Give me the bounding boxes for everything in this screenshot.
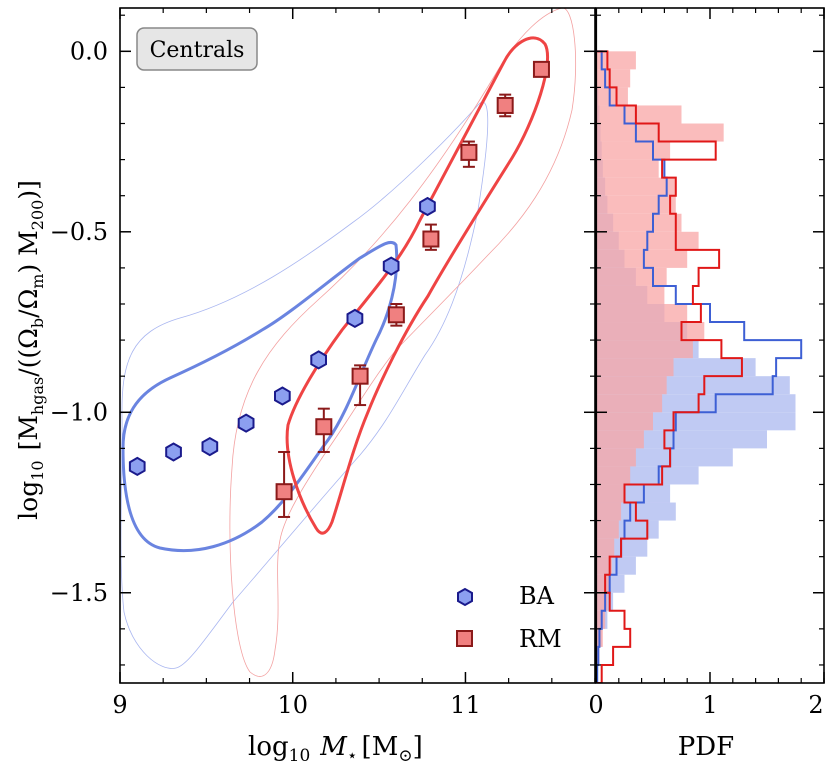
rm-filled-bar bbox=[596, 87, 628, 106]
rm-filled-bar bbox=[596, 430, 644, 449]
x-tick-label: 9 bbox=[112, 691, 127, 719]
svg-text:log10[Mhgas/((Ωb/Ωm) M200)]: log10[Mhgas/((Ωb/Ωm) M200)] bbox=[14, 180, 47, 520]
axes-frame bbox=[119, 7, 825, 684]
y-tick-label: −1.5 bbox=[50, 579, 108, 607]
rm-filled-bar bbox=[596, 520, 619, 539]
centrals-annotation: Centrals bbox=[136, 27, 258, 71]
rm-filled-bar bbox=[596, 303, 688, 323]
rm-filled-bar bbox=[596, 213, 682, 232]
pdf-tick-label: 1 bbox=[702, 691, 717, 719]
y-tick-label: −1.0 bbox=[50, 398, 108, 426]
rm-inner-contour bbox=[285, 36, 550, 535]
ba-point bbox=[201, 436, 219, 457]
axis-ticks bbox=[119, 8, 825, 683]
x-axis-label: log10 M⋆ [M⊙] bbox=[248, 732, 423, 766]
rm-point bbox=[351, 367, 369, 385]
pdf-tick-label: 2 bbox=[808, 691, 823, 719]
density-contours bbox=[120, 8, 576, 677]
rm-filled-bar bbox=[596, 574, 610, 593]
rm-filled-bar bbox=[596, 141, 671, 160]
pdf-axis-label: PDF bbox=[678, 732, 734, 762]
rm-point bbox=[496, 96, 514, 114]
rm-point bbox=[422, 230, 440, 248]
rm-point bbox=[387, 306, 405, 324]
rm-filled-bar bbox=[596, 69, 631, 88]
rm-filled-bar bbox=[596, 484, 625, 503]
rm-step-line bbox=[596, 50, 743, 683]
rm-filled-bar bbox=[596, 412, 653, 431]
ba-inner-contour bbox=[121, 240, 399, 553]
rm-filled-bar bbox=[596, 249, 688, 268]
rm-filled-bar bbox=[596, 592, 608, 611]
ba-point bbox=[237, 413, 255, 433]
legend-ba-marker bbox=[457, 587, 473, 607]
rm-point bbox=[275, 483, 293, 501]
rm-filled-bar bbox=[596, 340, 693, 359]
tick-labels: 9 10 11 0.0 −0.5 −1.0 −1.5 0 1 2 bbox=[50, 37, 824, 719]
rm-filled-bar bbox=[596, 358, 674, 377]
rm-point bbox=[460, 143, 478, 161]
rm-point bbox=[532, 60, 550, 78]
rm-point bbox=[315, 418, 333, 436]
rm-outer-contour bbox=[229, 8, 576, 677]
x-tick-label: 11 bbox=[450, 691, 481, 719]
ba-point bbox=[346, 308, 364, 329]
rm-filled-bar bbox=[596, 322, 705, 341]
legend-rm-marker bbox=[456, 630, 473, 647]
rm-filled-bar bbox=[596, 195, 676, 214]
rm-filled-bar bbox=[596, 105, 682, 124]
annotation-text: Centrals bbox=[150, 38, 245, 63]
rm-filled-bar bbox=[596, 177, 676, 196]
y-tick-label: −0.5 bbox=[50, 218, 108, 246]
rm-filled-bar bbox=[596, 123, 724, 142]
data-markers bbox=[128, 60, 550, 501]
rm-filled-bar bbox=[596, 267, 667, 286]
rm-filled-bar bbox=[596, 466, 631, 485]
ba-outer-contour bbox=[120, 101, 489, 669]
y-axis-label: log10[Mhgas/((Ωb/Ωm) M200)] bbox=[14, 180, 47, 520]
x-tick-label: 10 bbox=[277, 691, 308, 719]
y-tick-label: 0.0 bbox=[70, 37, 108, 65]
ba-point bbox=[382, 256, 400, 276]
legend: BA RM bbox=[456, 582, 562, 653]
ba-point bbox=[128, 456, 146, 477]
ba-step-line bbox=[596, 50, 803, 683]
pdf-histogram-panel bbox=[596, 50, 803, 683]
ba-point bbox=[310, 350, 327, 370]
rm-filled-bar bbox=[596, 376, 667, 395]
pdf-tick-label: 0 bbox=[588, 691, 603, 719]
rm-filled-bar bbox=[596, 556, 612, 575]
ba-point bbox=[274, 386, 291, 406]
rm-filled-bar bbox=[596, 51, 636, 70]
rm-filled-bar bbox=[596, 159, 659, 178]
rm-filled-bar bbox=[596, 538, 615, 557]
ba-point bbox=[419, 196, 436, 217]
rm-filled-bar bbox=[596, 448, 636, 467]
legend-ba-label: BA bbox=[519, 582, 555, 610]
rm-filled-bar bbox=[596, 502, 622, 521]
ba-point bbox=[165, 442, 182, 462]
legend-rm-label: RM bbox=[519, 625, 562, 653]
rm-filled-bar bbox=[596, 610, 606, 629]
rm-filled-bar bbox=[596, 285, 665, 304]
rm-filled-bar bbox=[596, 394, 663, 413]
